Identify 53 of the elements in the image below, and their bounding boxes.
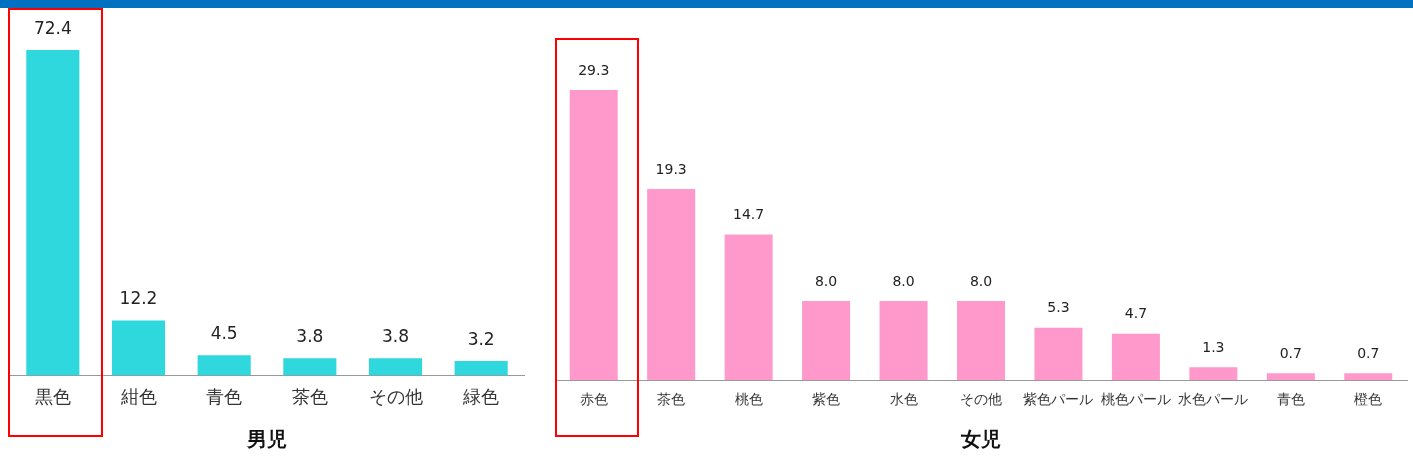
bar [802,300,851,381]
x-tick-label: 茶色 [291,385,328,407]
data-label: 0.7 [1357,344,1380,361]
bar [1111,333,1160,381]
x-tick-label: 青色 [206,385,243,407]
data-label: 72.4 [33,17,72,38]
bar [1189,367,1238,381]
x-tick-label: 緑色 [462,385,500,407]
x-tick-label: 青色 [1276,391,1305,408]
bar [879,300,928,381]
bar [1344,373,1393,381]
bar [283,358,337,376]
data-label: 3.8 [381,326,410,347]
x-tick-label: 茶色 [657,391,686,408]
bar [1266,373,1315,381]
bar [111,320,166,376]
data-label: 12.2 [119,288,158,309]
x-axis-title: 男児 [246,427,287,452]
x-tick-label: 赤色 [579,391,608,408]
data-label: 4.5 [210,323,238,344]
bar [724,234,773,381]
data-label: 8.0 [814,272,838,289]
data-label: 3.8 [296,326,324,347]
bar [454,361,508,376]
x-tick-label: 黒色 [34,385,71,407]
x-tick-label: 橙色 [1354,391,1383,408]
x-tick-label: 紺色 [119,385,157,407]
bar [1034,327,1083,381]
data-label: 4.7 [1124,305,1148,322]
bar [197,355,251,376]
data-label: 1.3 [1202,338,1225,355]
bar [569,90,618,381]
data-label: 8.0 [892,272,915,289]
x-tick-label: 紫色パール [1023,391,1094,408]
data-label: 14.7 [733,206,765,223]
data-label: 5.3 [1047,299,1070,316]
x-tick-label: その他 [368,385,423,407]
x-tick-label: 水色パール [1178,391,1249,408]
data-label: 0.7 [1279,344,1302,361]
x-tick-label: 桃色 [734,391,763,408]
x-tick-label: その他 [960,391,1002,408]
x-tick-label: 水色 [889,391,918,408]
data-label: 8.0 [969,272,993,289]
bar [956,300,1006,381]
data-label: 19.3 [655,160,687,177]
x-tick-label: 紫色 [812,391,841,408]
bar [647,189,696,381]
x-axis-title: 女児 [960,427,1001,452]
data-label: 3.2 [467,328,495,349]
bar [368,358,423,376]
x-tick-label: 桃色パール [1100,391,1171,408]
bar [26,50,80,376]
data-label: 29.3 [578,61,610,78]
